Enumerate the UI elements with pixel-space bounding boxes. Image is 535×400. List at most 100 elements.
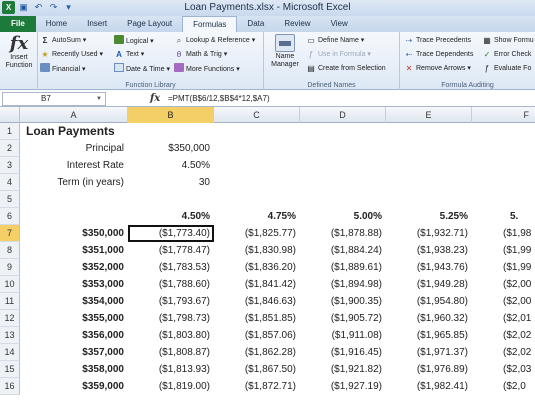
lookup-reference-button[interactable]: ⌕ Lookup & Reference ▾: [174, 35, 256, 47]
tab-view[interactable]: View: [330, 19, 348, 28]
trace-dependents-button[interactable]: ⇠ Trace Dependents: [404, 49, 474, 61]
payment-cell[interactable]: ($1,773.40): [158, 228, 210, 239]
payment-cell[interactable]: ($2,02: [503, 347, 532, 358]
row-header[interactable]: 15: [0, 361, 20, 378]
payment-cell[interactable]: ($1,921.82): [330, 364, 382, 375]
principal-cell[interactable]: $350,000: [82, 228, 124, 239]
payment-cell[interactable]: ($1,960.32): [416, 313, 468, 324]
payment-cell[interactable]: ($1,971.37): [416, 347, 468, 358]
tab-home[interactable]: Home: [45, 19, 68, 28]
row-header[interactable]: 16: [0, 378, 20, 395]
payment-cell[interactable]: ($1,927.19): [330, 381, 382, 392]
principal-cell[interactable]: $359,000: [82, 381, 124, 392]
tab-page-layout[interactable]: Page Layout: [127, 19, 173, 28]
tab-formulas[interactable]: Formulas: [182, 16, 238, 32]
payment-cell[interactable]: ($1,836.20): [244, 262, 296, 273]
principal-cell[interactable]: $357,000: [82, 347, 124, 358]
use-in-formula-button[interactable]: ƒ Use in Formula ▾: [306, 49, 371, 61]
column-header-b[interactable]: B: [128, 107, 214, 123]
principal-label[interactable]: Principal: [85, 143, 124, 154]
name-manager-button[interactable]: Name Manager: [268, 34, 302, 69]
show-formulas-button[interactable]: ▦ Show Formu: [482, 35, 533, 47]
payment-cell[interactable]: ($1,788.60): [158, 279, 210, 290]
payment-cell[interactable]: ($1,851.85): [244, 313, 296, 324]
payment-cell[interactable]: ($1,819.00): [158, 381, 210, 392]
date-time-button[interactable]: Date & Time ▾: [114, 63, 170, 75]
payment-cell[interactable]: ($1,932.71): [416, 228, 468, 239]
row-header[interactable]: 12: [0, 310, 20, 327]
column-header-c[interactable]: C: [214, 107, 300, 123]
row-header[interactable]: 2: [0, 140, 20, 157]
row-header[interactable]: 3: [0, 157, 20, 174]
principal-cell[interactable]: $355,000: [82, 313, 124, 324]
payment-cell[interactable]: ($1,808.87): [158, 347, 210, 358]
row-header[interactable]: 10: [0, 276, 20, 293]
term-value[interactable]: 30: [198, 177, 210, 188]
payment-cell[interactable]: ($1,905.72): [330, 313, 382, 324]
principal-cell[interactable]: $358,000: [82, 364, 124, 375]
payment-cell[interactable]: ($2,0: [503, 381, 526, 392]
principal-cell[interactable]: $356,000: [82, 330, 124, 341]
autosum-button[interactable]: Σ AutoSum ▾: [40, 35, 87, 47]
recently-used-button[interactable]: ★ Recently Used ▾: [41, 50, 103, 59]
row-header[interactable]: 8: [0, 242, 20, 259]
insert-function-fx-button[interactable]: fx: [150, 93, 161, 104]
error-checking-button[interactable]: ✓ Error Check: [482, 49, 532, 61]
remove-arrows-button[interactable]: ✕ Remove Arrows ▾: [405, 64, 471, 73]
payment-cell[interactable]: ($1,982.41): [416, 381, 468, 392]
name-box[interactable]: B7: [2, 92, 106, 106]
principal-cell[interactable]: $353,000: [82, 279, 124, 290]
row-header[interactable]: 11: [0, 293, 20, 310]
payment-cell[interactable]: ($1,798.73): [158, 313, 210, 324]
rate-header[interactable]: 5.25%: [439, 211, 468, 222]
tab-review[interactable]: Review: [284, 19, 311, 28]
principal-cell[interactable]: $351,000: [82, 245, 124, 256]
insert-function-button[interactable]: fx Insert Function: [2, 34, 36, 70]
name-box-dropdown-icon[interactable]: ▼: [96, 96, 102, 102]
principal-value[interactable]: $350,000: [168, 143, 210, 154]
payment-cell[interactable]: ($1,862.28): [244, 347, 296, 358]
excel-logo-icon[interactable]: X: [2, 1, 15, 14]
row-header[interactable]: 4: [0, 174, 20, 191]
row-header[interactable]: 9: [0, 259, 20, 276]
row-header[interactable]: 7: [0, 225, 20, 242]
trace-precedents-button[interactable]: ⇢ Trace Precedents: [404, 35, 471, 47]
payment-cell[interactable]: ($1,778.47): [158, 245, 210, 256]
rate-header[interactable]: 4.50%: [181, 211, 210, 222]
column-header-d[interactable]: D: [300, 107, 386, 123]
payment-cell[interactable]: ($1,841.42): [244, 279, 296, 290]
payment-cell[interactable]: ($1,846.63): [244, 296, 296, 307]
payment-cell[interactable]: ($1,911.08): [331, 330, 382, 341]
payment-cell[interactable]: ($1,867.50): [244, 364, 296, 375]
payment-cell[interactable]: ($1,916.45): [330, 347, 382, 358]
term-label[interactable]: Term (in years): [57, 177, 124, 188]
interest-rate-label[interactable]: Interest Rate: [66, 160, 124, 171]
row-header[interactable]: 5: [0, 191, 20, 208]
payment-cell[interactable]: ($1,793.67): [158, 296, 210, 307]
tab-file[interactable]: File: [0, 16, 36, 32]
payment-cell[interactable]: ($1,900.35): [330, 296, 382, 307]
save-icon[interactable]: ▣: [19, 2, 28, 12]
payment-cell[interactable]: ($1,976.89): [416, 364, 468, 375]
interest-rate-value[interactable]: 4.50%: [181, 160, 210, 171]
sheet-title[interactable]: Loan Payments: [26, 124, 115, 138]
payment-cell[interactable]: ($1,783.53): [158, 262, 210, 273]
payment-cell[interactable]: ($2,01: [503, 313, 532, 324]
payment-cell[interactable]: ($1,857.06): [244, 330, 296, 341]
payment-cell[interactable]: ($2,02: [503, 330, 532, 341]
payment-cell[interactable]: ($1,938.23): [416, 245, 468, 256]
payment-cell[interactable]: ($1,99: [503, 262, 532, 273]
payment-cell[interactable]: ($1,894.98): [330, 279, 382, 290]
create-from-selection-button[interactable]: ▤ Create from Selection: [306, 63, 385, 75]
math-trig-button[interactable]: θ Math & Trig ▾: [174, 49, 228, 61]
tab-data[interactable]: Data: [247, 19, 265, 28]
select-all-button[interactable]: [0, 107, 20, 123]
payment-cell[interactable]: ($1,825.77): [244, 228, 296, 239]
tab-insert[interactable]: Insert: [87, 19, 108, 28]
row-header[interactable]: 14: [0, 344, 20, 361]
payment-cell[interactable]: ($1,98: [503, 228, 532, 239]
more-functions-button[interactable]: More Functions ▾: [174, 63, 240, 75]
undo-icon[interactable]: ↶: [34, 2, 43, 12]
rate-header[interactable]: 4.75%: [267, 211, 296, 222]
text-button[interactable]: A Text ▾: [114, 49, 144, 61]
